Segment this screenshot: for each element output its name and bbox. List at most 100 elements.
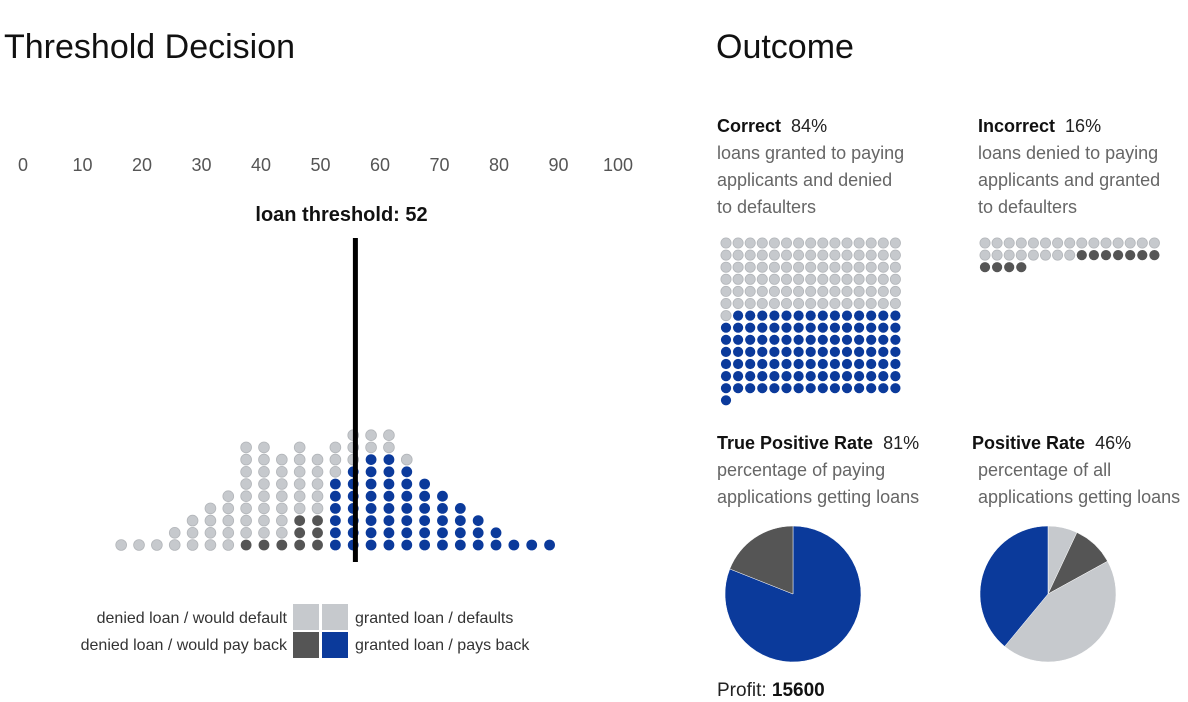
applicant-dot: [312, 527, 323, 539]
correct-waffle-dot: [841, 237, 853, 249]
correct-percent: 84%: [791, 116, 828, 136]
applicant-dot: [437, 539, 448, 551]
incorrect-waffle-dot: [1004, 262, 1015, 273]
correct-waffle-dot: [889, 285, 901, 297]
correct-waffle-dot: [829, 334, 841, 345]
correct-waffle-dot: [878, 371, 889, 382]
correct-waffle-dot: [805, 346, 816, 357]
applicant-dot: [222, 539, 235, 551]
correct-waffle-dot: [889, 261, 901, 273]
applicant-dot: [240, 526, 252, 539]
applicant-dot: [293, 478, 306, 490]
applicant-dot: [365, 539, 377, 551]
applicant-dot: [276, 478, 288, 490]
correct-waffle-dot: [733, 371, 744, 382]
correct-waffle-dot: [841, 249, 853, 261]
applicant-dot: [329, 539, 341, 551]
positive-rate-label: Positive Rate: [972, 433, 1086, 453]
correct-waffle-dot: [878, 383, 889, 394]
applicant-dot: [365, 454, 377, 465]
applicant-dot: [133, 539, 145, 551]
correct-waffle-dot: [865, 297, 877, 309]
correct-waffle-dot: [756, 237, 768, 249]
incorrect-waffle-dot: [1136, 237, 1148, 249]
applicant-dot: [329, 465, 342, 478]
applicant-dot: [258, 441, 270, 454]
applicant-dot: [222, 502, 235, 515]
correct-waffle-dot: [793, 371, 804, 382]
correct-waffle-dot: [865, 237, 877, 249]
incorrect-waffle-dot: [992, 262, 1003, 273]
incorrect-waffle-dot: [979, 249, 991, 261]
incorrect-waffle-dot: [1016, 262, 1027, 273]
applicant-dot: [186, 539, 199, 551]
applicant-dot: [454, 503, 466, 514]
applicant-dot: [222, 514, 235, 527]
tpr-pie-slice: [729, 525, 794, 595]
applicant-dot: [294, 539, 306, 551]
correct-waffle-dot: [878, 310, 889, 321]
applicant-dot: [168, 539, 181, 551]
correct-waffle-dot: [769, 334, 780, 345]
incorrect-waffle-dot: [1137, 250, 1148, 261]
applicant-dot: [401, 527, 413, 539]
correct-waffle-dot: [878, 346, 889, 357]
correct-waffle-dot: [769, 310, 780, 321]
correct-description: loans granted to paying applicants and d…: [717, 140, 904, 221]
applicant-dot: [294, 527, 306, 539]
correct-waffle-dot: [720, 322, 732, 333]
correct-waffle-dot: [890, 310, 901, 321]
correct-waffle-dot: [720, 383, 732, 394]
applicant-dot: [437, 503, 448, 514]
applicant-dot: [329, 453, 342, 466]
applicant-dot: [204, 502, 217, 515]
applicant-dot: [472, 539, 484, 551]
axis-tick-label: 40: [251, 155, 271, 175]
profit: Profit: 15600: [717, 680, 825, 702]
axis-tick-label: 30: [191, 155, 211, 175]
threshold-decision-title: Threshold Decision: [4, 28, 296, 66]
correct-waffle-dot: [805, 383, 816, 394]
applicant-dot: [151, 539, 163, 551]
axis-tick-label: 0: [18, 155, 28, 175]
correct-waffle-dot: [793, 249, 805, 261]
tpr-desc-line: percentage of paying: [717, 460, 886, 480]
incorrect-description: loans denied to paying applicants and gr…: [978, 140, 1160, 221]
applicant-dot: [401, 478, 413, 490]
correct-waffle-dot: [756, 285, 768, 297]
correct-waffle-dot: [733, 346, 744, 357]
applicant-dot: [115, 539, 127, 551]
axis-tick-label: 80: [489, 155, 509, 175]
applicant-dot: [383, 466, 395, 478]
correct-waffle-dot: [829, 249, 841, 261]
applicant-dot: [454, 527, 466, 539]
correct-waffle-dot: [890, 358, 901, 370]
correct-waffle-dot: [757, 383, 768, 394]
correct-waffle-dot: [793, 346, 804, 357]
correct-waffle-dot: [841, 285, 853, 297]
correct-waffle-dot: [733, 334, 744, 345]
incorrect-percent: 16%: [1065, 116, 1102, 136]
incorrect-desc-line: to defaulters: [978, 197, 1078, 217]
incorrect-waffle-dot: [1149, 250, 1160, 261]
applicant-dot: [258, 453, 270, 466]
applicant-dot: [365, 490, 377, 502]
applicant-dot: [204, 514, 217, 527]
applicant-dot: [258, 526, 270, 539]
incorrect-header: Incorrect 16%: [978, 116, 1101, 137]
applicant-dot: [312, 539, 323, 551]
correct-waffle-dot: [757, 334, 768, 345]
correct-waffle-dot: [733, 383, 744, 394]
incorrect-waffle-dot: [1088, 250, 1099, 261]
applicant-dot: [240, 465, 252, 478]
applicant-dot: [419, 527, 431, 539]
applicant-dot: [329, 515, 341, 526]
correct-waffle-dot: [781, 322, 792, 333]
correct-waffle-dot: [720, 237, 732, 249]
correct-waffle-dot: [769, 346, 780, 357]
correct-waffle-dot: [829, 297, 841, 309]
applicant-dot: [276, 514, 288, 527]
applicant-dot: [329, 490, 341, 502]
tpr-percent: 81%: [883, 433, 920, 453]
